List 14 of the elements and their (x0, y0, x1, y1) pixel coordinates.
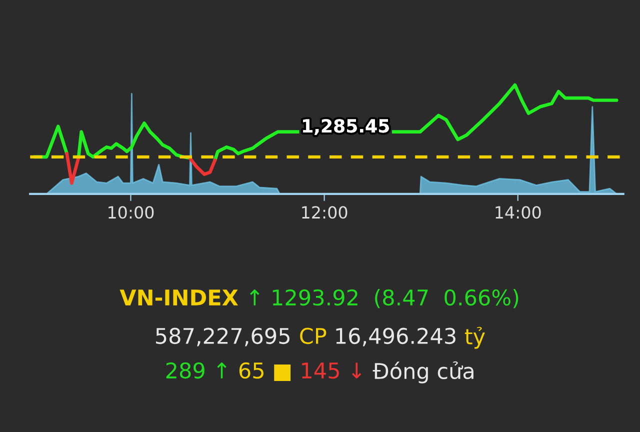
x-tick-label: 10:00 (108, 206, 154, 219)
text: Đóng cửa (372, 361, 474, 384)
text: ↑ 1293.92 (8.47 0.66%) (250, 288, 518, 308)
text: VN-INDEX (120, 290, 238, 306)
text: 587,227,695 (156, 328, 290, 346)
annotation: 1,285.45 (303, 119, 389, 136)
x-tick-label: 12:00 (302, 206, 348, 219)
text: 289 ↑ (166, 362, 226, 379)
text: CP (300, 328, 326, 344)
text: 16,496.243 (336, 328, 456, 346)
text: 145 ↓ (302, 362, 362, 379)
text: tỷ (464, 326, 485, 349)
x-tick-label: 14:00 (496, 206, 541, 219)
text: 65 ■ (239, 362, 291, 381)
